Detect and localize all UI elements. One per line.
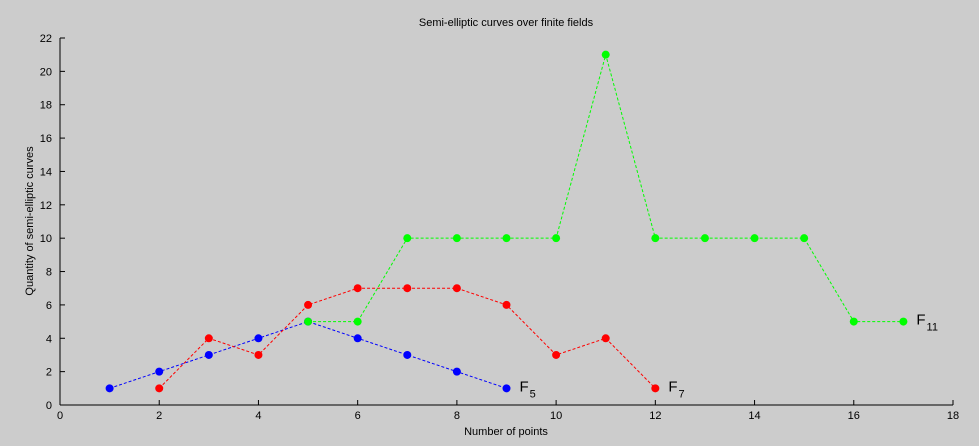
series-label: F11 bbox=[916, 312, 938, 334]
data-point bbox=[601, 334, 610, 343]
data-point bbox=[254, 334, 263, 343]
data-point bbox=[452, 234, 461, 243]
x-axis-title: Number of points bbox=[464, 426, 548, 438]
data-point bbox=[502, 384, 511, 393]
data-point bbox=[750, 234, 759, 243]
x-tick-label: 14 bbox=[748, 410, 760, 422]
series-label: F5 bbox=[520, 378, 536, 400]
data-point bbox=[155, 367, 164, 376]
y-tick-label: 14 bbox=[40, 166, 52, 178]
y-axis-title: Quantity of semi-elliptic curves bbox=[24, 146, 36, 296]
data-point bbox=[452, 284, 461, 293]
x-tick-label: 6 bbox=[355, 410, 361, 422]
series-label: F7 bbox=[668, 378, 684, 400]
x-tick-label: 18 bbox=[947, 410, 959, 422]
data-point bbox=[204, 334, 213, 343]
data-point bbox=[254, 350, 263, 359]
y-tick-label: 12 bbox=[40, 200, 52, 212]
x-tick-label: 10 bbox=[550, 410, 562, 422]
data-point bbox=[105, 384, 114, 393]
y-tick-label: 22 bbox=[40, 33, 52, 45]
x-tick-label: 16 bbox=[848, 410, 860, 422]
y-tick-label: 8 bbox=[46, 267, 52, 279]
data-point bbox=[403, 350, 412, 359]
data-point bbox=[552, 234, 561, 243]
data-point bbox=[353, 284, 362, 293]
data-point bbox=[849, 317, 858, 326]
x-tick-label: 12 bbox=[649, 410, 661, 422]
data-point bbox=[651, 384, 660, 393]
series-F5 bbox=[105, 317, 511, 393]
data-point bbox=[899, 317, 908, 326]
series-label-main: F bbox=[520, 378, 529, 395]
data-point bbox=[502, 300, 511, 309]
x-tick-label: 8 bbox=[454, 410, 460, 422]
data-point bbox=[304, 300, 313, 309]
y-tick-label: 6 bbox=[46, 300, 52, 312]
axes: 0 2 4 6 8 10 12 14 16 18 0 2 4 6 8 10 12 14 16 18 20 22 bbox=[40, 33, 959, 422]
x-tick-label: 4 bbox=[255, 410, 261, 422]
series-layer bbox=[105, 50, 908, 393]
data-point bbox=[353, 334, 362, 343]
series-label-sub: 11 bbox=[927, 322, 938, 334]
data-point bbox=[552, 350, 561, 359]
data-point bbox=[353, 317, 362, 326]
plot-area bbox=[60, 38, 953, 405]
data-point bbox=[800, 234, 809, 243]
data-point bbox=[651, 234, 660, 243]
data-point bbox=[452, 367, 461, 376]
x-tick-label: 0 bbox=[57, 410, 63, 422]
y-tick-label: 16 bbox=[40, 133, 52, 145]
y-tick-label: 20 bbox=[40, 66, 52, 78]
series-label-sub: 5 bbox=[530, 388, 536, 400]
chart-title: Semi-elliptic curves over finite fields bbox=[419, 17, 594, 29]
y-tick-label: 18 bbox=[40, 100, 52, 112]
series-label-main: F bbox=[668, 378, 677, 395]
data-point bbox=[304, 317, 313, 326]
data-point bbox=[403, 234, 412, 243]
data-point bbox=[502, 234, 511, 243]
y-tick-label: 4 bbox=[46, 333, 52, 345]
series-F11 bbox=[304, 50, 908, 326]
data-point bbox=[204, 350, 213, 359]
y-tick-label: 0 bbox=[46, 400, 52, 412]
series-label-main: F bbox=[916, 312, 925, 329]
data-point bbox=[155, 384, 164, 393]
data-point bbox=[403, 284, 412, 293]
series-F7 bbox=[155, 284, 660, 393]
series-label-sub: 7 bbox=[679, 388, 685, 400]
data-point bbox=[601, 50, 610, 59]
x-tick-label: 2 bbox=[156, 410, 162, 422]
y-tick-label: 10 bbox=[40, 233, 52, 245]
data-point bbox=[700, 234, 709, 243]
y-tick-label: 2 bbox=[46, 367, 52, 379]
